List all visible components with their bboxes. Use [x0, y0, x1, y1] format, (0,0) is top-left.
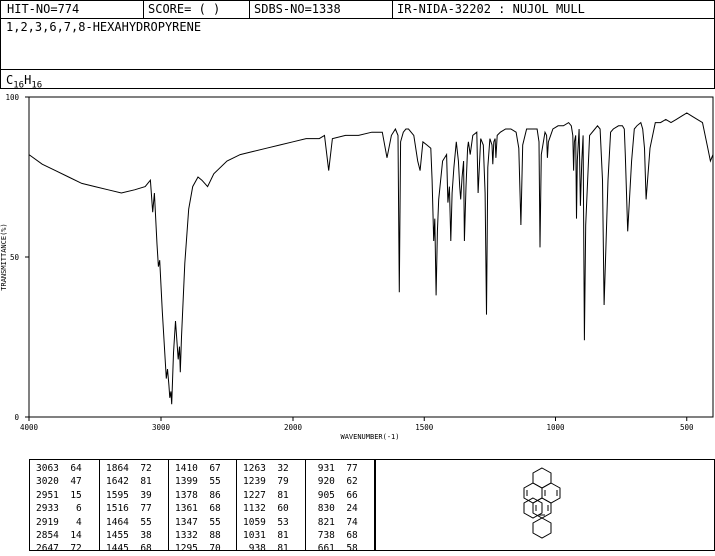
peak-row: 938 81 [243, 543, 289, 555]
header-box: HIT-NO=774 SCORE= ( ) SDBS-NO=1338 IR-NI… [0, 0, 715, 91]
table-divider [99, 459, 100, 550]
peak-row: 2854 14 [36, 530, 82, 542]
y-tick-label: 50 [10, 253, 20, 262]
peak-row: 1227 81 [243, 489, 289, 501]
x-axis-ticks: 4000 3000 2000 1500 1000 500 [20, 417, 694, 432]
peak-row: 1132 60 [243, 503, 289, 515]
peak-row: 738 68 [312, 530, 358, 542]
hit-number: HIT-NO=774 [7, 2, 80, 16]
peak-row: 1642 81 [106, 476, 152, 488]
y-axis-label: TRANSMITTANCE(%) [0, 223, 8, 290]
peak-row: 1410 67 [175, 463, 221, 474]
peak-row: 1295 70 [175, 543, 221, 555]
table-divider [168, 459, 169, 550]
peak-row: 1445 68 [106, 543, 152, 555]
peak-row: 830 24 [312, 503, 358, 515]
peak-table-box [29, 459, 375, 551]
header-divider [392, 1, 393, 18]
x-tick-label: 2000 [284, 423, 303, 432]
peak-row: 1464 55 [106, 516, 152, 528]
peak-row: 821 74 [312, 516, 358, 528]
peak-row: 1455 38 [106, 530, 152, 542]
x-tick-label: 3000 [152, 423, 171, 432]
formula-hydrogen-count: 16 [31, 80, 43, 91]
score-field: SCORE= ( ) [148, 2, 221, 16]
peak-row: 2933 6 [36, 503, 82, 515]
header-divider [249, 1, 250, 18]
x-tick-label: 1000 [546, 423, 565, 432]
peak-row: 1595 39 [106, 489, 152, 501]
peak-row: 1378 86 [175, 489, 221, 501]
x-axis-label: WAVENUMBER(-1) [340, 433, 399, 441]
peak-row: 1031 81 [243, 530, 289, 542]
peak-row: 905 66 [312, 489, 358, 501]
peak-column: 931 77 920 62 905 66 830 24 821 74 738 6… [312, 462, 358, 556]
header-rule [1, 18, 714, 19]
peak-row: 1239 79 [243, 476, 289, 488]
peak-row: 661 58 [312, 543, 358, 555]
x-tick-label: 1500 [415, 423, 434, 432]
peak-row: 1263 32 [243, 463, 289, 474]
peak-row: 1347 55 [175, 516, 221, 528]
table-divider [236, 459, 237, 550]
header-divider [143, 1, 144, 18]
molecular-formula: C16H16 [6, 73, 43, 91]
x-tick-label: 500 [680, 423, 694, 432]
peak-column: 1263 32 1239 79 1227 81 1132 60 1059 53 1031 … [243, 462, 289, 556]
x-tick-label: 4000 [20, 423, 39, 432]
molecular-structure-drawing [523, 467, 561, 539]
peak-row: 1864 72 [106, 463, 152, 474]
hexahydropyrene-skeleton [523, 467, 561, 539]
y-axis-ticks: 0 50 100 [5, 93, 29, 422]
peak-row: 3020 47 [36, 476, 82, 488]
peak-row: 2647 72 [36, 543, 82, 555]
peak-row: 1399 55 [175, 476, 221, 488]
peak-row: 1516 77 [106, 503, 152, 515]
table-divider [305, 459, 306, 550]
peak-column: 1410 67 1399 55 1378 86 1361 68 1347 55 1332 … [175, 462, 221, 556]
y-tick-label: 100 [5, 93, 19, 102]
ir-spectrum-chart: 0 50 100 4000 3000 2000 1500 1000 500 TRANSMITT… [0, 93, 714, 441]
peak-column: 3063 64 3020 47 2951 15 2933 6 2919 4 2854 14… [36, 462, 82, 556]
peak-row: 2919 4 [36, 516, 82, 528]
peak-row: 1059 53 [243, 516, 289, 528]
peak-row: 931 77 [312, 463, 358, 474]
peak-row: 920 62 [312, 476, 358, 488]
spectrum-line [28, 112, 714, 405]
peak-row: 2951 15 [36, 489, 82, 501]
y-tick-label: 0 [14, 413, 19, 422]
peak-row: 3063 64 [36, 463, 82, 474]
compound-name: 1,2,3,6,7,8-HEXAHYDROPYRENE [6, 20, 202, 34]
formula-rule [1, 69, 714, 70]
ir-sample-info: IR-NIDA-32202 : NUJOL MULL [397, 2, 585, 16]
peak-column: 1864 72 1642 81 1595 39 1516 77 1464 55 1455 … [106, 462, 152, 556]
peak-row: 1361 68 [175, 503, 221, 515]
peak-row: 1332 88 [175, 530, 221, 542]
formula-carbon-count: 16 [13, 80, 25, 91]
sdbs-number: SDBS-NO=1338 [254, 2, 341, 16]
